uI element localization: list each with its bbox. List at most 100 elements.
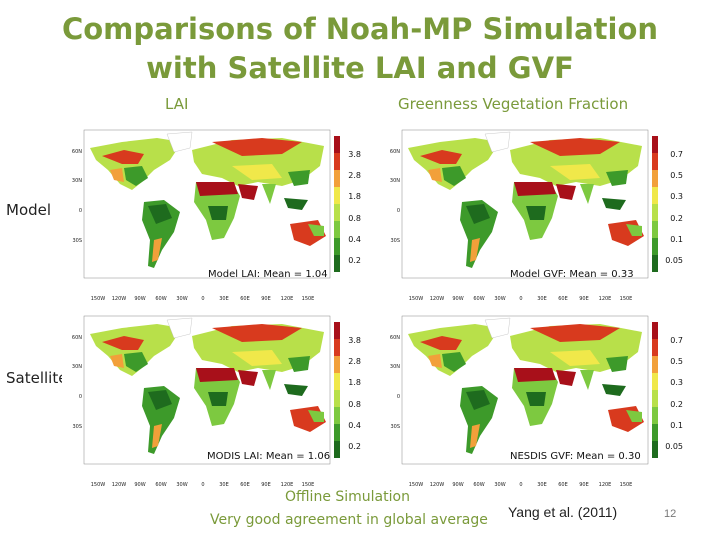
- axis-tick-label: 120W: [112, 296, 127, 302]
- colorbar-segment: [334, 238, 340, 255]
- axis-tick-label: 90E: [579, 482, 589, 488]
- eurasia-north-region: [212, 324, 302, 342]
- colorbar-label: 0.8: [348, 214, 361, 223]
- axis-tick-label: 0: [519, 482, 522, 488]
- colorbar-segment: [652, 424, 658, 441]
- colorbar-label: 0.1: [670, 235, 683, 244]
- colorbar-segment: [652, 373, 658, 390]
- axis-tick-label: 30S: [72, 238, 82, 244]
- axis-tick-label: 150E: [302, 482, 315, 488]
- colorbar-label: 0.5: [670, 357, 683, 366]
- colorbar-segment: [652, 407, 658, 424]
- amazon-region: [466, 204, 490, 224]
- colorbar-segment: [334, 407, 340, 424]
- southeast-asia-region: [284, 198, 308, 210]
- colorbar-label: 0.3: [670, 378, 683, 387]
- colorbar-label: 1.8: [348, 192, 361, 201]
- axis-tick-label: 60E: [558, 482, 568, 488]
- axis-tick-label: 150W: [409, 482, 424, 488]
- colorbar-segment: [334, 322, 340, 339]
- slide-title-line2: with Satellite LAI and GVF: [146, 51, 574, 85]
- colorbar-label: 0.3: [670, 192, 683, 201]
- colorbar-label: 0.1: [670, 421, 683, 430]
- colorbar-segment: [652, 322, 658, 339]
- axis-tick-label: 60W: [155, 482, 166, 488]
- central-africa-region: [526, 206, 546, 220]
- colorbar-segment: [334, 424, 340, 441]
- row-label-satellite: Satellite: [6, 369, 68, 387]
- south-america-south-region: [152, 238, 162, 262]
- axis-tick-label: 30N: [390, 364, 400, 370]
- footer-line2: Very good agreement in global average: [210, 512, 488, 528]
- north-america-east-region: [442, 166, 466, 186]
- citation: Yang et al. (2011): [508, 504, 618, 520]
- north-america-west-region: [428, 354, 442, 368]
- colorbar-segment: [652, 255, 658, 272]
- axis-tick-label: 0: [201, 296, 204, 302]
- axis-tick-label: 30W: [494, 296, 505, 302]
- axis-tick-label: 60N: [72, 335, 82, 341]
- map-panel-model-gvf: Model GVF: Mean = 0.33 0.7 0.5 0.3 0.2 0…: [380, 120, 686, 310]
- page-number: 12: [664, 508, 677, 520]
- arabia-region: [556, 370, 576, 386]
- greenland: [484, 317, 511, 339]
- axis-tick-label: 0: [79, 208, 82, 214]
- east-asia-region: [606, 356, 628, 372]
- amazon-region: [466, 390, 490, 410]
- colorbar-label: 0.2: [670, 214, 683, 223]
- panel-caption: Model LAI: Mean = 1.04: [208, 269, 328, 280]
- colorbar-label: 0.7: [670, 150, 683, 159]
- axis-tick-label: 30N: [390, 178, 400, 184]
- column-label-lai: LAI: [165, 95, 189, 113]
- axis-tick-label: 30W: [176, 482, 187, 488]
- sahara-region: [196, 182, 238, 196]
- colorbar-segment: [652, 356, 658, 373]
- australia-east-region: [626, 410, 642, 422]
- india-region: [262, 370, 276, 390]
- greenland: [166, 131, 193, 153]
- arabia-region: [238, 370, 258, 386]
- colorbar-label: 0.2: [348, 442, 361, 451]
- map-geometry: [83, 129, 340, 279]
- colorbar-label: 0.05: [665, 256, 683, 265]
- axis-tick-label: 150W: [91, 482, 106, 488]
- colorbar-segment: [652, 187, 658, 204]
- axis-tick-label: 30E: [219, 482, 229, 488]
- colorbar-segment: [652, 170, 658, 187]
- map-panel-model-lai: Model LAI: Mean = 1.04 3.8 2.8 1.8 0.8 0…: [62, 120, 368, 310]
- axis-tick-label: 120E: [281, 296, 294, 302]
- row-label-model: Model: [6, 201, 52, 219]
- colorbar-label: 0.8: [348, 400, 361, 409]
- colorbar-segment: [334, 204, 340, 221]
- axis-tick-label: 0: [397, 394, 400, 400]
- sahara-region: [514, 182, 556, 196]
- colorbar-label: 0.05: [665, 442, 683, 451]
- axis-tick-label: 150E: [302, 296, 315, 302]
- column-label-gvf: Greenness Vegetation Fraction: [398, 95, 629, 113]
- slide-title-line1: Comparisons of Noah-MP Simulation: [61, 12, 659, 46]
- axis-tick-label: 90W: [134, 296, 145, 302]
- map-geometry: [401, 315, 658, 465]
- axis-tick-label: 150W: [409, 296, 424, 302]
- axis-tick-label: 30W: [176, 296, 187, 302]
- north-america-north-region: [420, 150, 462, 164]
- north-america-west-region: [110, 168, 124, 182]
- axis-tick-label: 90E: [579, 296, 589, 302]
- sahara-region: [196, 368, 238, 382]
- north-america-north-region: [102, 336, 144, 350]
- arabia-region: [556, 184, 576, 200]
- colorbar-segment: [652, 441, 658, 458]
- axis-tick-label: 0: [519, 296, 522, 302]
- eurasia-north-region: [212, 138, 302, 156]
- axis-tick-label: 0: [201, 482, 204, 488]
- east-asia-region: [288, 356, 310, 372]
- axis-tick-label: 120E: [281, 482, 294, 488]
- north-america-west-region: [110, 354, 124, 368]
- sahara-region: [514, 368, 556, 382]
- central-asia-region: [232, 164, 282, 180]
- panel-caption: NESDIS GVF: Mean = 0.30: [510, 451, 641, 462]
- axis-tick-label: 60E: [240, 296, 250, 302]
- axis-tick-label: 150E: [620, 482, 633, 488]
- axis-tick-label: 30N: [72, 364, 82, 370]
- axis-tick-label: 90E: [261, 482, 271, 488]
